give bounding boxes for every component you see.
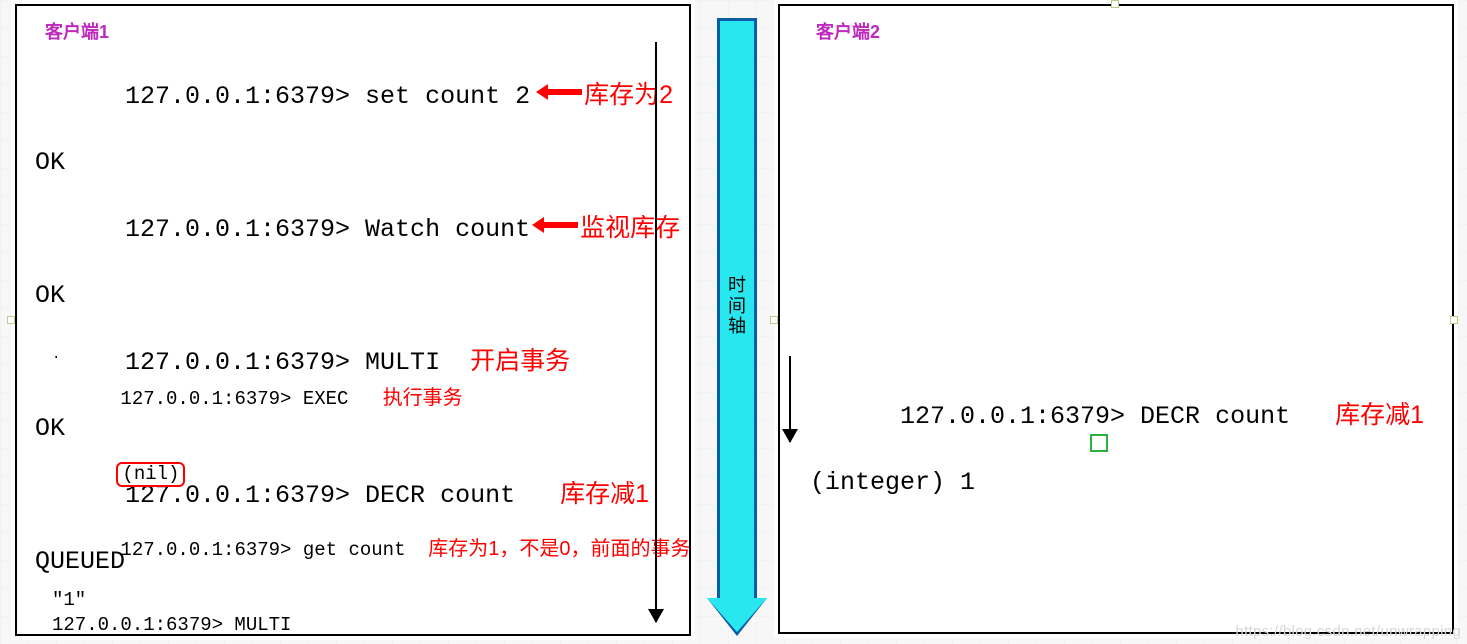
- term-line: (nil): [52, 437, 679, 512]
- annotation: 库存减1: [1335, 401, 1424, 429]
- term-line: 127.0.0.1:6379> EXEC 执行事务: [52, 361, 679, 437]
- panel-client2: 客户端2 127.0.0.1:6379> DECR count 库存减1 (in…: [778, 4, 1454, 634]
- client2-block: 127.0.0.1:6379> DECR count 库存减1 (integer…: [810, 366, 1424, 499]
- panel-client2-title: 客户端2: [816, 18, 1434, 44]
- resize-handle-icon: [1111, 0, 1119, 8]
- term-line: OK: [35, 279, 671, 312]
- term-line: 127.0.0.1:6379> DECR count 库存减1: [810, 366, 1424, 466]
- cmd: 127.0.0.1:6379> DECR count: [900, 402, 1290, 431]
- annotation: 监视库存: [580, 214, 680, 242]
- timeline-label: 时间轴: [727, 275, 747, 337]
- term-dot: .: [52, 349, 679, 361]
- term-line: 127.0.0.1:6379> Watch count监视库存: [35, 179, 671, 279]
- annotation: 执行事务: [383, 387, 463, 409]
- term-line: "1": [52, 588, 679, 613]
- term-line: 127.0.0.1:6379> MULTI: [52, 613, 679, 636]
- panel-client1: 客户端1 127.0.0.1:6379> set count 2库存为2 OK …: [15, 4, 691, 636]
- client1-bottom-block: . 127.0.0.1:6379> EXEC 执行事务 (nil) 127.0.…: [52, 349, 679, 636]
- cmd: 127.0.0.1:6379> EXEC: [120, 388, 348, 410]
- cmd: 127.0.0.1:6379> Watch count: [125, 215, 530, 244]
- annotation: 库存为1，不是0，前面的事务放弃了修改: [428, 538, 691, 560]
- term-line: 127.0.0.1:6379> set count 2 库存为2: [35, 46, 671, 146]
- term-line: OK: [35, 146, 671, 179]
- resize-handle-icon: [1450, 316, 1458, 324]
- annotation: 库存为2: [584, 81, 673, 109]
- arrow-icon: [532, 211, 578, 244]
- cursor-box: [1090, 434, 1108, 452]
- thin-arrow-client1: [655, 42, 657, 622]
- panel-client1-title: 客户端1: [45, 18, 671, 44]
- nil-highlight: (nil): [116, 462, 185, 487]
- arrow-icon: [536, 78, 582, 111]
- resize-handle-icon: [770, 316, 778, 324]
- resize-handle-icon: [7, 316, 15, 324]
- term-line: (integer) 1: [810, 466, 1424, 499]
- cmd: 127.0.0.1:6379> get count: [120, 539, 405, 561]
- timeline-head-icon: [707, 598, 767, 632]
- watermark: https://blog.csdn.net/unwrapping: [1235, 623, 1461, 640]
- term-line: 127.0.0.1:6379> get count 库存为1，不是0，前面的事务…: [52, 512, 679, 588]
- cmd: 127.0.0.1:6379> set count 2: [125, 82, 530, 111]
- thin-arrow-client2: [789, 356, 791, 442]
